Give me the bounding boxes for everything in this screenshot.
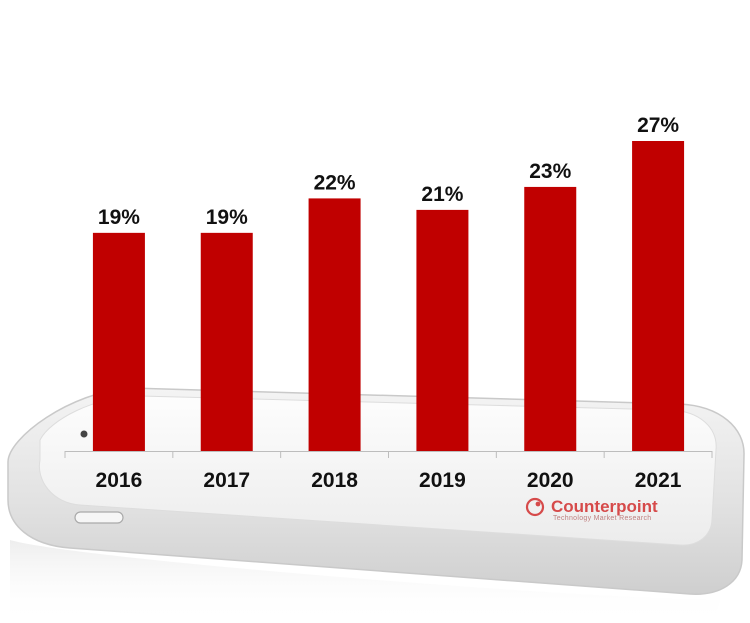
value-label-2018: 22% <box>314 171 356 194</box>
bar-2017 <box>200 232 253 451</box>
counterpoint-logo: Counterpoint Technology Market Research <box>525 497 658 522</box>
value-label-2017: 19% <box>206 206 248 229</box>
brand-tagline: Technology Market Research <box>553 515 651 522</box>
bars <box>92 141 685 452</box>
value-label-2021: 27% <box>637 114 679 137</box>
value-label-2020: 23% <box>529 160 571 183</box>
tick-label-2018: 2018 <box>311 469 358 492</box>
value-label-2019: 21% <box>421 183 463 206</box>
phone-reflection <box>10 540 720 623</box>
tick-label-2021: 2021 <box>635 469 682 492</box>
tick-label-2016: 2016 <box>96 469 143 492</box>
x-tick-labels: 2016 2017 2018 2019 2020 2021 <box>96 469 682 492</box>
tick-label-2020: 2020 <box>527 469 574 492</box>
bar-2016 <box>92 232 145 451</box>
bar-2019 <box>416 209 469 451</box>
logo-ring-icon <box>525 497 545 517</box>
value-labels: 19% 19% 22% 21% 23% 27% <box>98 114 680 229</box>
home-button <box>74 511 124 524</box>
value-label-2016: 19% <box>98 206 140 229</box>
bar-2018 <box>308 198 361 451</box>
tick-label-2017: 2017 <box>203 469 250 492</box>
bar-2021 <box>632 141 685 451</box>
x-ticks <box>64 451 713 458</box>
tick-label-2019: 2019 <box>419 469 466 492</box>
bar-2020 <box>524 186 577 452</box>
camera-icon <box>80 430 88 438</box>
brand-name: Counterpoint <box>551 497 658 516</box>
logo-dot-icon <box>535 501 541 507</box>
plot-area: 19% 19%22% 21%23%27% 2016 2017 2018 2019 2020 2… <box>64 114 713 492</box>
